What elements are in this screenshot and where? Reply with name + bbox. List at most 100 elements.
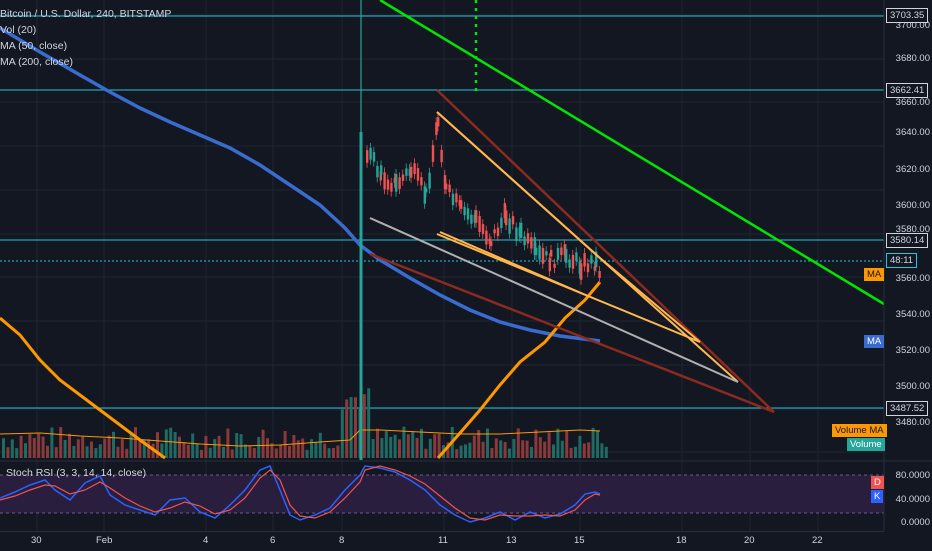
- price-tick: 3580.00: [895, 224, 930, 235]
- candle-body: [568, 259, 571, 268]
- volume-bar: [455, 449, 459, 458]
- candle-body: [563, 244, 566, 256]
- rsi-tick: 0.0000: [900, 517, 930, 528]
- volume-bar: [213, 439, 217, 458]
- volume-bar: [512, 439, 516, 458]
- volume-bar: [362, 394, 366, 458]
- volume-bars: [2, 388, 608, 458]
- green-trendline[interactable]: [379, 0, 885, 306]
- volume-bar: [560, 440, 564, 458]
- candle-body: [541, 247, 545, 264]
- price-tag-top: 3703.35: [886, 8, 929, 23]
- candle-body: [448, 184, 451, 193]
- price-tick: 3560.00: [895, 273, 930, 284]
- legend-ma50[interactable]: MA (50, close): [0, 40, 68, 52]
- time-tick: 4: [203, 535, 209, 546]
- candle-body: [445, 183, 448, 190]
- volume-tag: Volume: [847, 438, 885, 451]
- volume-bar: [98, 444, 102, 458]
- candle-body: [443, 175, 447, 189]
- volume-bar: [569, 447, 573, 458]
- volume-bar: [186, 444, 190, 458]
- volume-bar: [125, 448, 129, 458]
- volume-bar: [59, 427, 63, 458]
- volume-bar: [292, 435, 296, 458]
- volume-bar: [543, 441, 547, 458]
- volume-bar: [574, 446, 577, 458]
- volume-bar: [578, 435, 582, 458]
- volume-bar: [332, 448, 335, 458]
- rsi-tick: 40.0000: [895, 494, 930, 505]
- volume-bar: [486, 428, 489, 458]
- volume-bar: [24, 443, 27, 458]
- price-tag-3580: 3580.14: [886, 233, 929, 248]
- volume-bar: [63, 439, 67, 458]
- volume-bar: [138, 439, 142, 458]
- ma200-tag: MA: [864, 335, 885, 348]
- volume-bar: [28, 434, 32, 458]
- candle-body: [490, 241, 493, 247]
- volume-bar: [314, 441, 318, 458]
- candle-body: [598, 271, 601, 278]
- volume-bar: [50, 427, 54, 458]
- volume-bar: [173, 432, 177, 458]
- time-tick: 8: [339, 535, 345, 546]
- volume-bar: [178, 436, 181, 458]
- volume-bar: [415, 437, 419, 458]
- candle-body: [410, 166, 413, 178]
- volume-ma-tag: Volume MA: [832, 424, 887, 437]
- volume-bar: [481, 441, 485, 458]
- candle-body: [488, 238, 491, 245]
- volume-bar: [257, 437, 261, 458]
- candle-body: [556, 247, 560, 260]
- volume-bar: [120, 439, 124, 458]
- volume-bar: [129, 433, 133, 458]
- legend-ma200[interactable]: MA (200, close): [0, 56, 73, 68]
- time-tick: 30: [31, 535, 42, 546]
- volume-bar: [318, 432, 322, 458]
- legend-vol[interactable]: Vol (20): [0, 24, 37, 36]
- price-tick: 3480.00: [895, 417, 930, 428]
- price-axis[interactable]: 3700.00 3680.00 3660.00 3640.00 3620.00 …: [884, 0, 932, 550]
- volume-bar: [503, 442, 507, 458]
- stoch-k-tag: K: [871, 490, 884, 503]
- volume-bar: [547, 432, 551, 458]
- stoch-rsi-legend[interactable]: Stoch RSI (3, 3, 14, 14, close): [6, 467, 147, 479]
- candle-body: [431, 145, 435, 162]
- candle-body: [545, 251, 548, 256]
- candle-body: [580, 263, 583, 280]
- candle-body: [455, 193, 458, 203]
- volume-bar: [191, 433, 195, 458]
- candle-body: [548, 258, 551, 272]
- volume-bar: [46, 445, 49, 458]
- ma50-line: [0, 316, 166, 460]
- candle-body: [530, 237, 533, 249]
- candle-body: [386, 179, 390, 190]
- candle-body: [383, 172, 386, 190]
- candle-body: [405, 168, 408, 176]
- volume-bar: [384, 431, 388, 458]
- time-axis[interactable]: 30 Feb 4 6 8 11 13 15 18 20 22: [0, 531, 884, 551]
- time-tick: 6: [270, 535, 276, 546]
- ma50-tag: MA: [864, 268, 885, 281]
- volume-bar: [195, 443, 199, 458]
- price-tick: 3620.00: [895, 164, 930, 175]
- volume-bar: [261, 429, 265, 458]
- horizontal-levels[interactable]: [0, 15, 884, 409]
- volume-bar: [582, 443, 586, 458]
- volume-bar: [596, 431, 599, 458]
- candle-body: [440, 149, 443, 163]
- price-tick: 3540.00: [895, 309, 930, 320]
- time-tick: 13: [506, 535, 517, 546]
- symbol-title[interactable]: Bitcoin / U.S. Dollar, 240, BITSTAMP: [0, 8, 172, 20]
- candle-body: [520, 222, 523, 238]
- candle-body: [571, 254, 575, 269]
- stoch-d-line: [0, 465, 601, 521]
- stoch-d-tag: D: [871, 476, 884, 489]
- volume-bar: [323, 443, 327, 458]
- volume-bar: [134, 427, 137, 458]
- wedge-drawings[interactable]: [369, 89, 775, 414]
- volume-bar: [393, 434, 397, 458]
